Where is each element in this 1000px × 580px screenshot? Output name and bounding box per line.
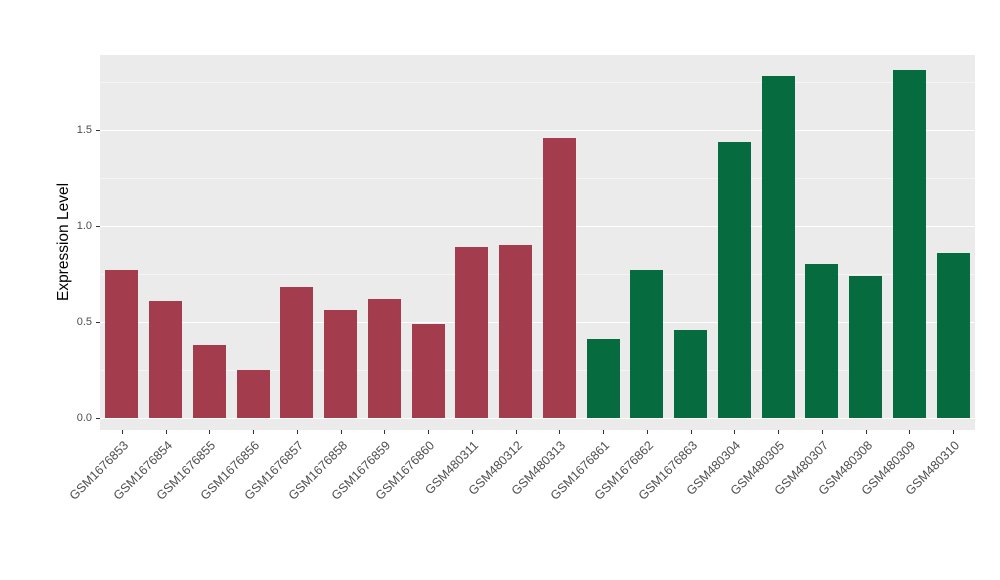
gridline-minor: [100, 370, 975, 371]
y-axis-tick-label: 0.0: [76, 411, 92, 424]
bar: [105, 270, 139, 418]
bar: [192, 345, 226, 418]
x-tick-mark: [384, 430, 386, 434]
y-tick-mark: [96, 418, 100, 419]
x-tick-mark: [296, 430, 298, 434]
x-tick-mark: [778, 430, 780, 434]
bar: [849, 275, 883, 418]
y-tick-mark: [96, 322, 100, 323]
x-tick-mark: [909, 430, 911, 434]
gridline-major: [100, 130, 975, 131]
x-tick-mark: [471, 430, 473, 434]
bar: [761, 76, 795, 418]
gridline-minor: [100, 274, 975, 275]
plot-panel: [100, 55, 975, 430]
y-axis-tick-label: 1.0: [76, 219, 92, 232]
x-tick-mark: [734, 430, 736, 434]
x-tick-mark: [821, 430, 823, 434]
bar: [805, 264, 839, 418]
bar: [149, 300, 183, 418]
bar: [936, 252, 970, 418]
x-tick-mark: [209, 430, 211, 434]
x-tick-mark: [865, 430, 867, 434]
bar: [542, 137, 576, 418]
bar: [892, 70, 926, 418]
x-tick-mark: [253, 430, 255, 434]
bar: [367, 298, 401, 418]
bar: [280, 287, 314, 418]
y-axis-tick-label: 0.5: [76, 315, 92, 328]
gridline-major: [100, 322, 975, 323]
bar: [411, 323, 445, 418]
gridline-minor: [100, 178, 975, 179]
x-tick-mark: [603, 430, 605, 434]
x-tick-mark: [340, 430, 342, 434]
y-axis-tick-label: 1.5: [76, 123, 92, 136]
bar: [586, 339, 620, 418]
bar: [674, 329, 708, 418]
x-tick-mark: [165, 430, 167, 434]
x-tick-mark: [428, 430, 430, 434]
bar: [455, 247, 489, 418]
x-tick-mark: [690, 430, 692, 434]
x-tick-mark: [953, 430, 955, 434]
y-tick-mark: [96, 130, 100, 131]
bar: [717, 141, 751, 418]
gridline-minor: [100, 82, 975, 83]
gridline-major: [100, 226, 975, 227]
x-tick-mark: [121, 430, 123, 434]
gridline-major: [100, 418, 975, 419]
bar: [236, 370, 270, 418]
bar: [499, 245, 533, 418]
y-tick-mark: [96, 226, 100, 227]
bar: [324, 310, 358, 418]
x-tick-mark: [646, 430, 648, 434]
x-tick-mark: [559, 430, 561, 434]
y-axis-title: Expression Level: [55, 182, 72, 302]
bar: [630, 270, 664, 418]
x-tick-mark: [515, 430, 517, 434]
